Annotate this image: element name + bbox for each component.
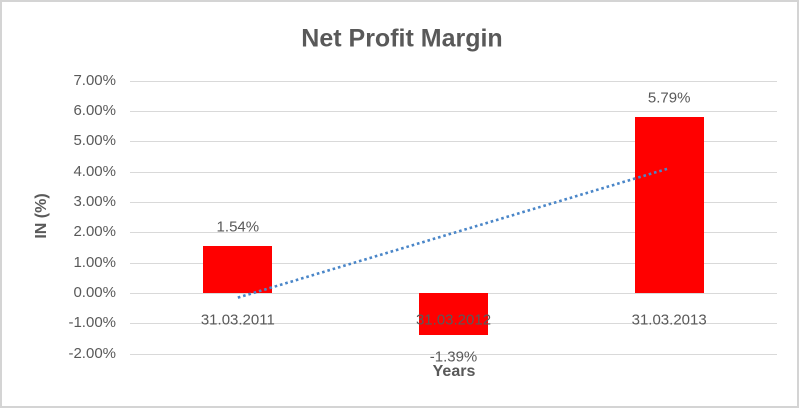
category-label: 31.03.2013 xyxy=(631,311,707,328)
y-axis-tick-label: 3.00% xyxy=(73,192,116,210)
gridline xyxy=(130,353,777,355)
data-label: 1.54% xyxy=(216,218,260,236)
y-axis-tick-label: -2.00% xyxy=(68,344,116,362)
data-label: 5.79% xyxy=(647,89,691,107)
chart-title: Net Profit Margin xyxy=(301,24,503,53)
y-axis-tick-label: 0.00% xyxy=(73,284,116,302)
y-axis-tick-label: 1.00% xyxy=(73,253,116,271)
y-axis-tick-label: -1.00% xyxy=(68,314,116,332)
y-axis-tick-label: 6.00% xyxy=(73,101,116,119)
data-label: -1.39% xyxy=(429,348,478,366)
y-axis-tick-label: 4.00% xyxy=(73,162,116,180)
y-axis-tick-label: 2.00% xyxy=(73,223,116,241)
category-label: 31.03.2011 xyxy=(200,311,275,328)
bar-31.03.2013[interactable] xyxy=(634,117,704,294)
bar-31.03.2011[interactable] xyxy=(203,246,273,294)
y-axis-tick-label: 7.00% xyxy=(73,71,116,89)
gridline xyxy=(130,141,777,143)
y-axis-tick-label: 5.00% xyxy=(73,132,116,150)
bar-31.03.2012[interactable] xyxy=(419,293,488,336)
category-label: 31.03.2012 xyxy=(415,311,492,328)
x-axis-title: Years xyxy=(432,363,476,380)
gridline xyxy=(130,80,777,82)
gridline xyxy=(130,110,777,112)
